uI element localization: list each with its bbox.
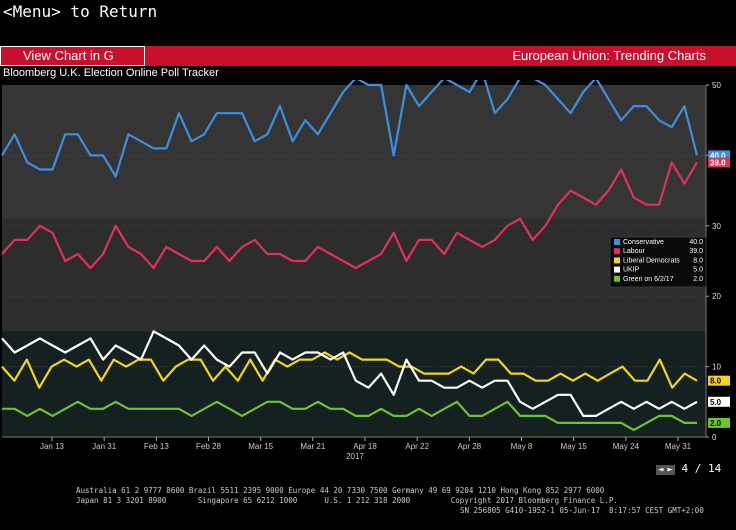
next-page-button[interactable]: ► (665, 465, 675, 475)
legend-name-libdem: Liberal Democrats (623, 257, 680, 264)
legend-value-conservative: 40.0 (689, 239, 703, 246)
chart-title: Bloomberg U.K. Election Online Poll Trac… (3, 67, 219, 79)
title-bar: View Chart in G European Union: Trending… (0, 46, 736, 66)
legend-name-green: Green on 6/2/17 (623, 276, 674, 283)
y-tick-label-10: 10 (712, 363, 721, 372)
legend-value-green: 2.0 (693, 276, 703, 283)
y-tick-label-0: 0 (712, 433, 717, 442)
legend-value-ukip: 5.0 (693, 267, 703, 274)
legend-name-ukip: UKIP (623, 267, 640, 274)
x-tick-label-1: Jan 31 (92, 442, 117, 451)
series-line-labour (1, 161, 698, 270)
x-tick-label-10: May 15 (561, 442, 588, 451)
legend-box (609, 236, 707, 288)
x-axis: Jan 13 Jan 31 Feb 13 Feb 28 Mar 15 Mar 21 Apr … (2, 436, 706, 461)
section-title: European Union: Trending Charts (512, 48, 706, 63)
legend-swatch-libdem (614, 257, 620, 264)
x-tick-label-8: Apr 28 (458, 442, 482, 451)
gridlines (2, 85, 706, 368)
last-tag-conservative: 40.0 (708, 150, 730, 161)
x-tick-label-9: May 8 (511, 442, 533, 451)
x-tick-label-0: Jan 13 (40, 442, 65, 451)
plot-band (2, 85, 706, 219)
last-tag-text-conservative: 40.0 (710, 151, 726, 160)
x-tick-label-4: Mar 15 (248, 442, 273, 451)
legend-value-libdem: 8.0 (693, 257, 703, 264)
legend-swatch-labour (614, 248, 620, 255)
last-tag-box-labour (708, 157, 730, 168)
prev-page-button[interactable]: ◄ (656, 465, 666, 475)
x-tick-label-5: Mar 21 (300, 442, 325, 451)
y-tick-label-30: 30 (712, 222, 721, 231)
series-line-ukip (1, 330, 698, 417)
pager: ◄ ► 4 / 14 (656, 462, 721, 475)
last-tag-libdem: 8.0 (708, 375, 730, 386)
last-tag-labour: 39.0 (708, 157, 730, 168)
series-line-conservative (1, 80, 699, 178)
last-tag-box-conservative (708, 150, 730, 161)
last-tag-box-ukip (708, 396, 730, 407)
legend-name-conservative: Conservative (623, 239, 664, 246)
last-tag-ukip: 5.0 (708, 396, 730, 407)
series-line-libdem (1, 351, 698, 389)
page-indicator: 4 / 14 (681, 462, 722, 475)
footer-contacts-2: Japan 81 3 3201 8900 Singapore 65 6212 1… (76, 496, 618, 505)
legend: Conservative 40.0 Labour 39.0 Liberal Democr… (609, 236, 707, 288)
x-tick-label-11: May 24 (613, 442, 640, 451)
last-tag-box-green (708, 417, 730, 428)
legend-swatch-ukip (614, 266, 620, 273)
menu-hint: <Menu> to Return (3, 2, 158, 21)
legend-name-labour: Labour (623, 248, 645, 255)
x-tick-label-2: Feb 13 (144, 442, 169, 451)
x-tick-label-12: May 31 (665, 442, 692, 451)
legend-swatch-green (614, 275, 620, 282)
last-tag-text-libdem: 8.0 (710, 377, 722, 386)
x-axis-year-label: 2017 (346, 452, 364, 461)
x-tick-label-3: Feb 28 (196, 442, 221, 451)
y-tick-label-50: 50 (712, 81, 721, 90)
legend-value-labour: 39.0 (689, 248, 703, 255)
x-tick-label-6: Apr 18 (353, 442, 377, 451)
view-chart-button[interactable]: View Chart in G (0, 46, 145, 66)
footer-contacts-1: Australia 61 2 9777 8600 Brazil 5511 239… (76, 486, 605, 495)
last-tag-green: 2.0 (708, 417, 730, 428)
y-axis: 01020304050 (705, 81, 721, 442)
last-value-tags: 40.039.0 8.0 5.0 2.0 (708, 150, 730, 428)
last-tag-text-green: 2.0 (710, 419, 722, 428)
last-tag-box-libdem (708, 375, 730, 386)
legend-swatch-conservative (614, 239, 620, 245)
last-tag-text-ukip: 5.0 (710, 398, 722, 407)
series-lines (1, 80, 699, 432)
last-tag-text-labour: 39.0 (710, 158, 726, 167)
series-line-green (2, 400, 697, 432)
y-tick-label-20: 20 (712, 292, 721, 301)
x-tick-label-7: Apr 22 (405, 442, 429, 451)
plot-background-low (2, 331, 706, 437)
footer-session: SN 256805 G410-1952-1 05-Jun-17 8:17:57 … (460, 506, 704, 515)
